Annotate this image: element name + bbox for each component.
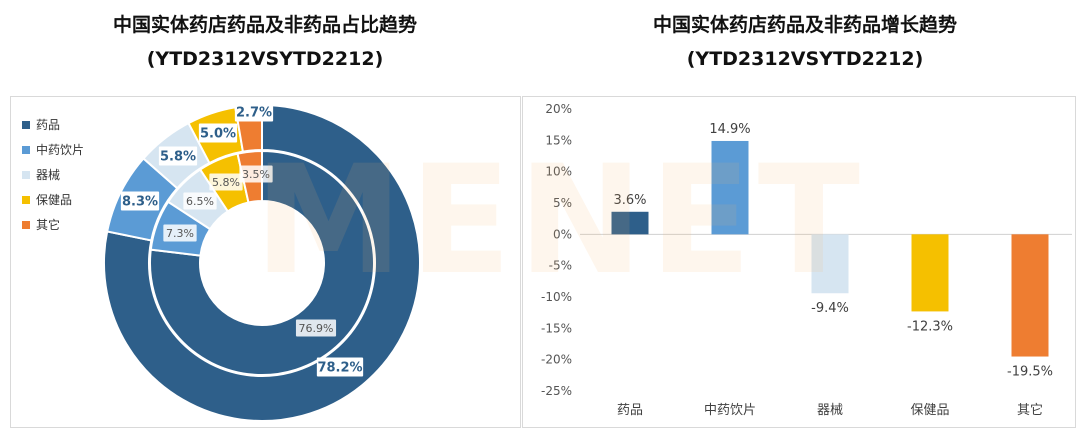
legend-swatch [22,120,30,129]
legend-swatch [22,195,30,204]
bar-chart-panel [522,96,1076,428]
legend-swatch [22,145,30,154]
legend-label: 器械 [36,168,61,182]
legend-label: 药品 [36,118,61,132]
right-title-line1: 中国实体药店药品及非药品增长趋势 [652,14,957,36]
legend-swatch [22,170,30,179]
legend-item: 中药饮片 [22,137,84,162]
donut-legend: 药品中药饮片器械保健品其它 [22,112,84,237]
legend-item: 保健品 [22,187,84,212]
left-chart-title: 中国实体药店药品及非药品占比趋势 (YTD2312VSYTD2212) [10,8,520,76]
legend-label: 其它 [36,218,61,232]
right-title-line2: (YTD2312VSYTD2212) [686,48,924,70]
legend-swatch [22,220,30,229]
legend-item: 器械 [22,162,84,187]
left-title-line2: (YTD2312VSYTD2212) [146,48,384,70]
legend-item: 其它 [22,212,84,237]
legend-item: 药品 [22,112,84,137]
legend-label: 中药饮片 [36,143,85,157]
donut-chart-panel [10,96,521,428]
right-chart-title: 中国实体药店药品及非药品增长趋势 (YTD2312VSYTD2212) [540,8,1070,76]
left-title-line1: 中国实体药店药品及非药品占比趋势 [112,14,417,36]
legend-label: 保健品 [36,193,73,207]
